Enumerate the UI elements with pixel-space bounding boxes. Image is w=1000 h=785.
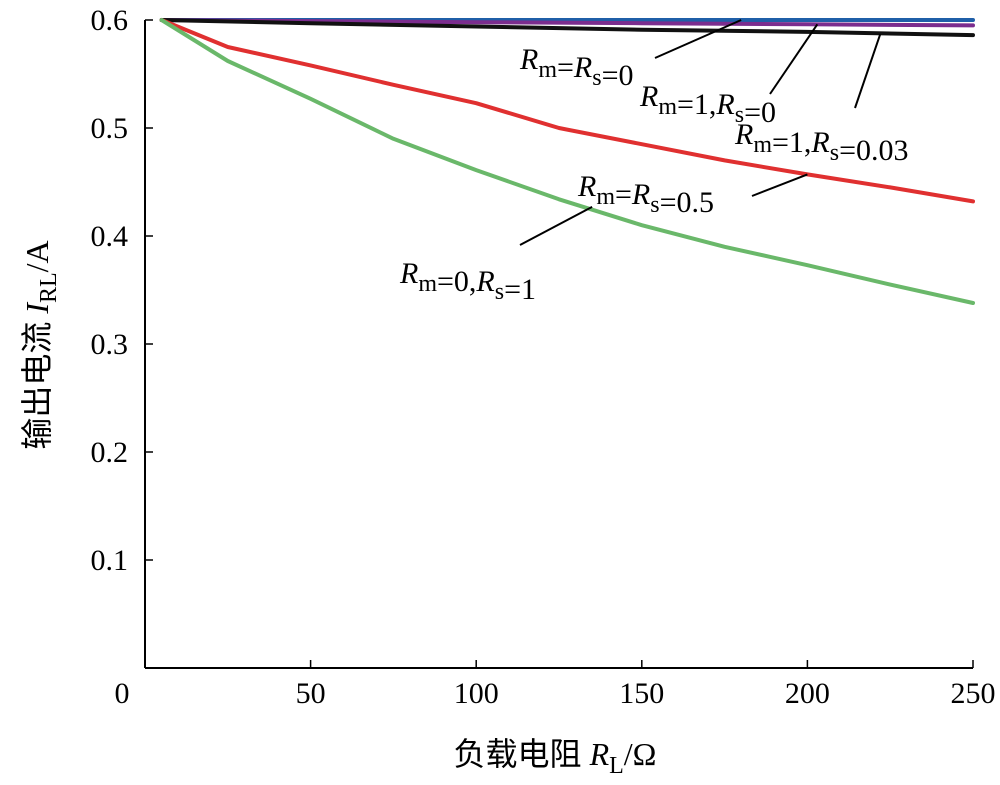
x-tick-label: 150 xyxy=(619,677,664,710)
y-tick-label: 0.6 xyxy=(91,4,129,37)
y-tick-label: 0.3 xyxy=(91,328,129,361)
series-line-4 xyxy=(159,18,975,305)
x-tick-label: 100 xyxy=(454,677,499,710)
annotations: Rm=Rs=0Rm=1,Rs=0Rm=1,Rs=0.03 Rm=Rs=0.5 Rm=… xyxy=(399,19,909,306)
y-tick-label: 0.2 xyxy=(91,436,129,469)
series-line-2 xyxy=(159,18,975,38)
axes xyxy=(144,20,973,669)
x-axis-title: 负载电阻 RL/Ω xyxy=(454,736,657,779)
ticks: 0 50 100 150 200 250 0.1 0.2 0.3 0.4 0.5 0.6 xyxy=(91,4,996,710)
annotation-leader-line xyxy=(854,33,882,109)
series-lines xyxy=(159,18,975,305)
series-line-3 xyxy=(159,18,975,204)
annotation-label: Rm=0,Rs=1 xyxy=(399,257,536,306)
annotation-label: Rm=Rs=0.5 xyxy=(577,170,714,219)
y-tick-label: 0.4 xyxy=(91,220,129,253)
annotation-leader-line xyxy=(751,173,808,197)
x-tick-label: 250 xyxy=(951,677,996,710)
annotation-leader-line xyxy=(519,205,593,246)
y-axis-title: 输出电流 IRL/A xyxy=(19,240,62,449)
x-tick-label: 200 xyxy=(785,677,830,710)
annotation-label: Rm=1,Rs=0.03 xyxy=(734,118,909,167)
x-tick-label: 50 xyxy=(296,677,326,710)
y-tick-label: 0.5 xyxy=(91,112,129,145)
annotation-leader-line xyxy=(769,23,819,95)
annotation-label: Rm=Rs=0 xyxy=(519,43,634,92)
y-tick-label: 0.1 xyxy=(91,544,129,577)
annotation-label: Rm=1,Rs=0 xyxy=(639,80,776,129)
axis-titles: 负载电阻 RL/Ω 输出电流 IRL/A xyxy=(19,240,656,779)
x-tick-label: 0 xyxy=(115,677,130,710)
annotation-leader-line xyxy=(654,19,742,59)
